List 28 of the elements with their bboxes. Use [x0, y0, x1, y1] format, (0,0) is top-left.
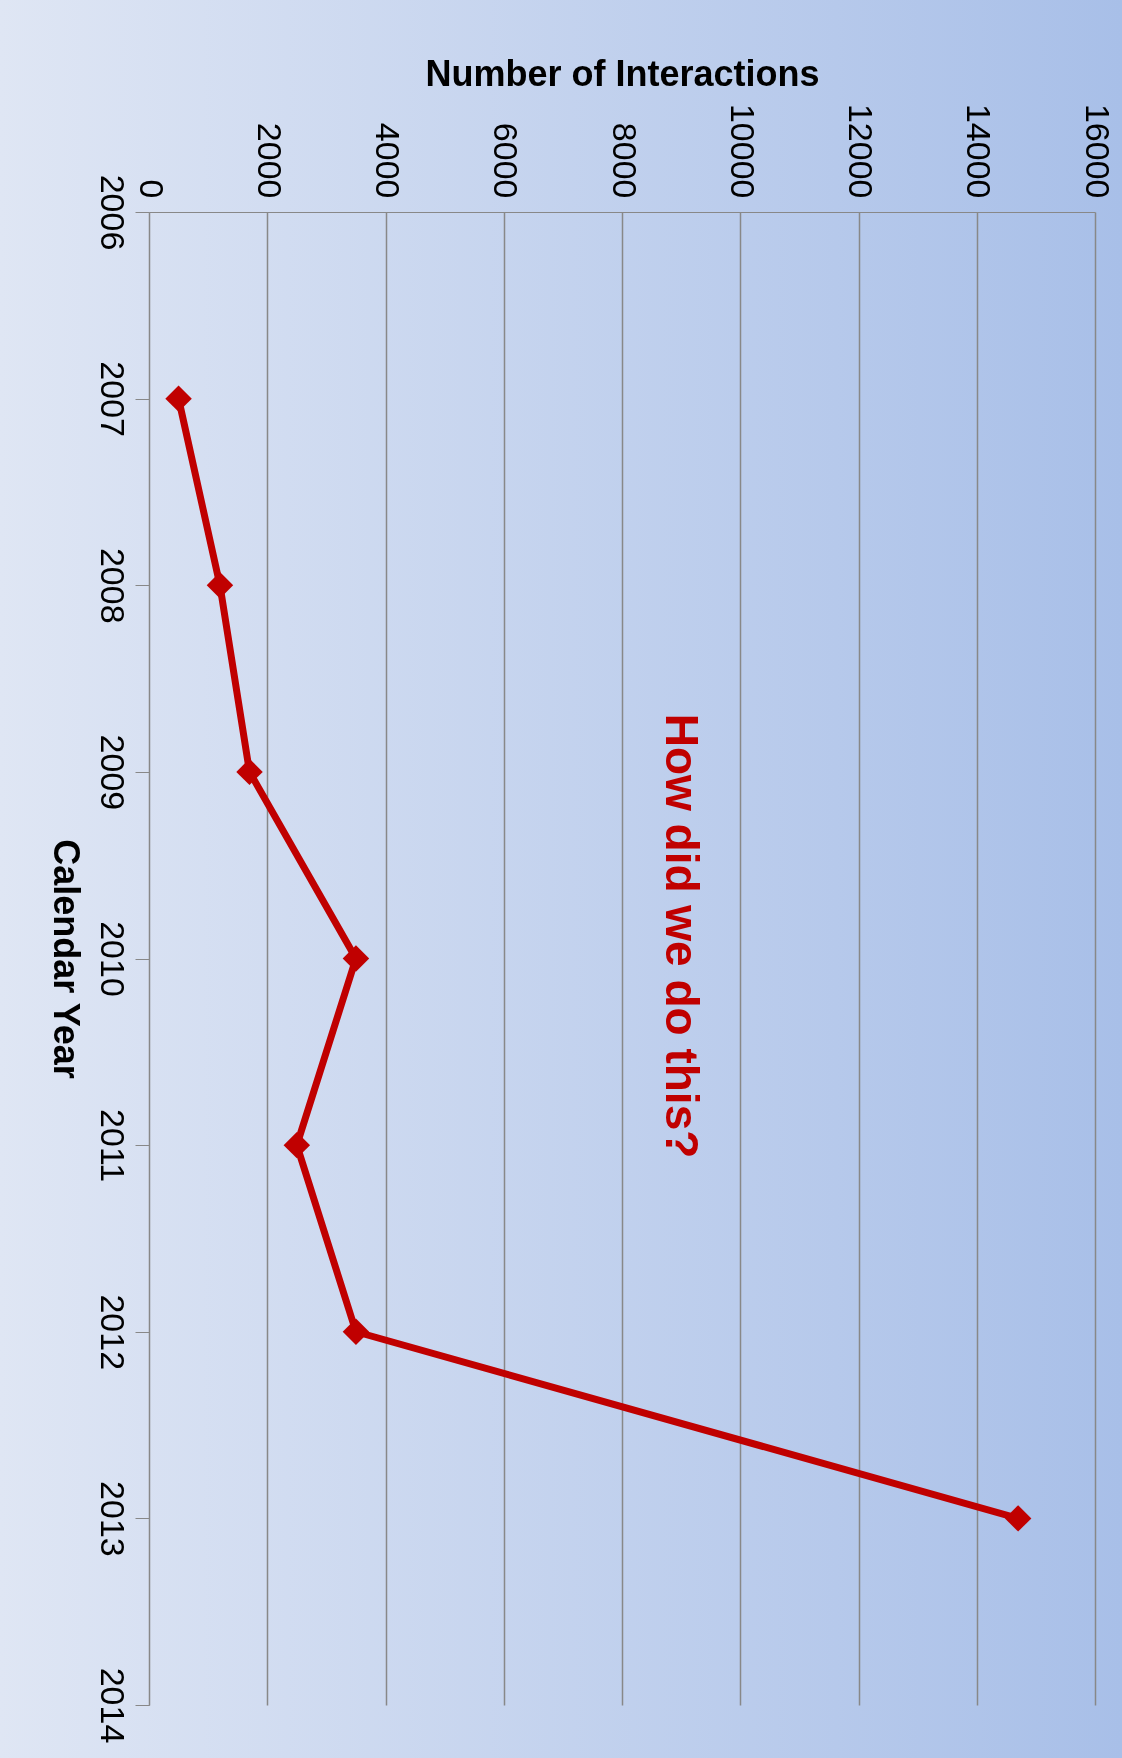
y-axis-title: Calendar Year — [45, 839, 87, 1079]
x-tick-label: 10000 — [723, 103, 762, 199]
x-tick-label: 6000 — [487, 122, 526, 199]
x-tick-label: 0 — [132, 179, 171, 199]
point — [165, 385, 192, 412]
x-tick-label: 12000 — [842, 103, 880, 199]
x-tick-label: 14000 — [960, 103, 999, 199]
y-tick-label: 2009 — [93, 734, 132, 811]
y-tick-label: 2012 — [93, 1294, 132, 1371]
point — [342, 1318, 370, 1345]
point — [283, 1131, 311, 1159]
point — [236, 758, 263, 786]
x-tick-label: 16000 — [1078, 103, 1117, 199]
x-axis-title: Number of Interactions — [425, 52, 820, 94]
y-tick-label: 2007 — [93, 361, 132, 437]
y-tick-label: 2014 — [93, 1667, 132, 1744]
x-tick-label: 2000 — [250, 122, 289, 199]
y-tick-label: 2010 — [93, 921, 132, 997]
y-tick-label: 2011 — [93, 1109, 132, 1183]
annotation: How did we do this? — [656, 713, 708, 1159]
point — [342, 945, 370, 972]
x-tick-label: 8000 — [605, 122, 644, 199]
y-tick-label: 2013 — [93, 1481, 132, 1557]
x-tick-label: 4000 — [369, 122, 407, 199]
y-tick-label: 2006 — [93, 174, 132, 251]
point — [1004, 1505, 1032, 1532]
point — [206, 572, 234, 599]
y-tick-label: 2008 — [93, 547, 132, 624]
